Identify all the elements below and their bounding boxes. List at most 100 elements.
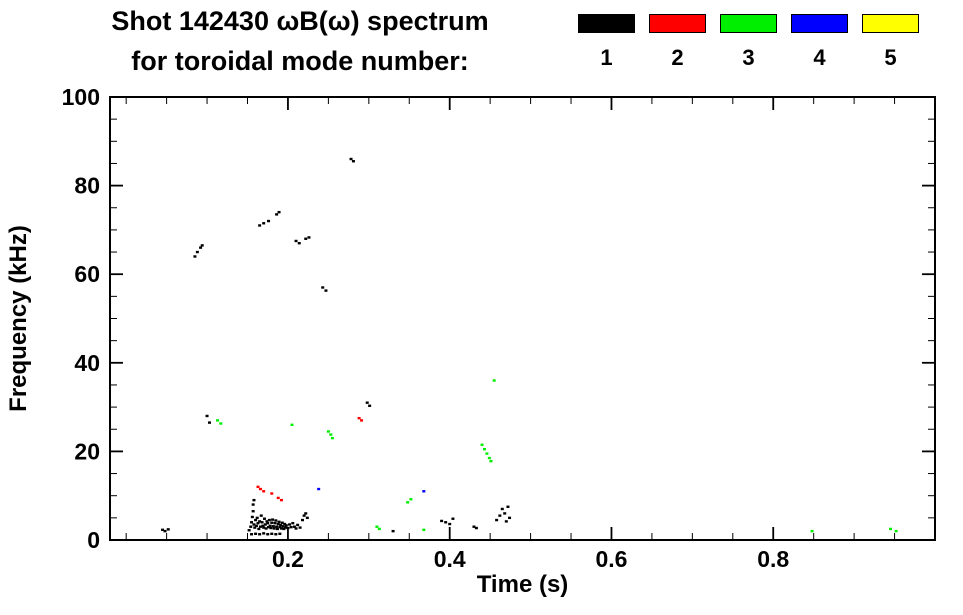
data-point-n=1 (275, 527, 279, 531)
data-point-n=1 (391, 529, 395, 533)
data-point-n=1 (195, 250, 199, 254)
data-point-n=4 (317, 487, 321, 491)
data-point-n=1 (294, 527, 298, 530)
data-point-n=1 (279, 527, 283, 530)
data-point-n=3 (329, 433, 333, 436)
data-point-n=1 (267, 518, 271, 522)
data-point-n=1 (268, 524, 272, 528)
data-point-n=1 (262, 532, 266, 535)
data-point-n=1 (275, 525, 279, 528)
data-point-n=3 (810, 529, 814, 533)
data-point-n=1 (498, 514, 502, 517)
data-point-n=3 (487, 456, 491, 460)
data-point-n=3 (485, 452, 489, 455)
data-point-n=1 (163, 529, 167, 533)
data-point-n=1 (276, 522, 280, 526)
data-point-n=1 (251, 510, 255, 513)
legend-label: 2 (671, 45, 684, 70)
data-point-n=1 (297, 241, 301, 245)
data-point-n=1 (278, 532, 282, 535)
y-tick-label: 100 (62, 84, 100, 110)
data-point-n=2 (357, 416, 361, 420)
data-point-n=1 (254, 518, 258, 522)
y-tick-label: 60 (74, 261, 100, 287)
data-point-n=3 (406, 501, 410, 504)
data-point-n=3 (216, 419, 220, 422)
data-point-n=1 (503, 512, 507, 515)
legend-item: 5 (862, 14, 919, 71)
data-point-n=1 (292, 525, 296, 528)
data-point-n=1 (249, 525, 253, 528)
data-point-n=2 (262, 490, 266, 493)
data-point-n=1 (368, 404, 372, 407)
x-tick-label: 0.8 (757, 546, 789, 572)
data-point-n=1 (324, 289, 328, 292)
data-point-n=1 (305, 516, 309, 520)
data-point-n=1 (207, 421, 211, 424)
data-point-n=1 (254, 524, 258, 528)
data-point-n=3 (482, 447, 486, 451)
data-point-n=1 (279, 523, 283, 527)
data-point-n=1 (506, 505, 510, 508)
data-point-n=1 (250, 521, 254, 524)
data-point-n=1 (504, 520, 508, 523)
data-point-n=1 (200, 244, 204, 247)
x-tick-label: 0.4 (434, 546, 466, 572)
data-point-n=3 (375, 525, 379, 528)
data-point-n=1 (267, 219, 271, 223)
data-point-n=1 (294, 239, 298, 243)
y-tick-label: 0 (87, 527, 100, 553)
data-point-n=1 (271, 525, 275, 528)
data-point-n=1 (280, 521, 284, 524)
data-point-n=1 (259, 514, 263, 517)
data-point-n=1 (307, 236, 311, 239)
data-point-n=3 (894, 529, 898, 533)
data-point-n=2 (279, 498, 283, 502)
data-point-n=1 (474, 526, 478, 530)
data-point-n=1 (351, 160, 355, 163)
data-point-n=1 (272, 527, 276, 530)
data-point-n=1 (258, 224, 262, 227)
data-point-n=1 (262, 222, 266, 225)
data-point-n=1 (495, 518, 499, 522)
data-point-n=1 (252, 523, 256, 526)
legend-item: 1 (578, 14, 635, 71)
x-tick-label: 0.6 (595, 546, 627, 572)
data-point-n=1 (270, 532, 274, 535)
legend-swatch (791, 14, 848, 33)
legend: 1 2 3 4 5 (578, 14, 919, 71)
legend-label: 4 (813, 45, 826, 70)
data-point-n=1 (283, 522, 287, 526)
data-point-n=1 (277, 520, 281, 524)
data-point-n=1 (258, 520, 262, 523)
data-point-n=1 (250, 515, 254, 519)
data-point-n=3 (377, 527, 381, 531)
data-point-n=2 (270, 492, 274, 495)
data-point-n=1 (266, 521, 270, 525)
axis-box (109, 96, 936, 541)
data-point-n=1 (265, 520, 269, 523)
data-point-n=1 (291, 521, 295, 525)
data-point-n=1 (301, 518, 304, 522)
data-point-n=1 (253, 526, 257, 529)
data-point-n=3 (422, 528, 426, 532)
legend-item: 4 (791, 14, 848, 71)
legend-label: 5 (884, 45, 897, 70)
chart-title-line2: for toroidal mode number: (131, 46, 469, 76)
data-point-n=2 (360, 419, 364, 422)
data-point-n=1 (262, 526, 266, 529)
data-point-n=1 (304, 512, 308, 515)
data-point-n=1 (284, 526, 288, 529)
data-point-n=3 (330, 436, 334, 440)
data-point-n=1 (349, 157, 353, 161)
legend-swatch (720, 14, 777, 33)
data-point-n=1 (274, 533, 278, 536)
x-tick-label: 0.2 (272, 546, 304, 572)
chart-title-line1: Shot 142430 ωB(ω) spectrum (111, 6, 489, 36)
data-point-n=1 (508, 516, 512, 520)
data-point-n=2 (256, 485, 260, 489)
legend-item: 3 (720, 14, 777, 71)
data-point-n=1 (266, 533, 270, 536)
data-point-n=2 (276, 496, 280, 500)
